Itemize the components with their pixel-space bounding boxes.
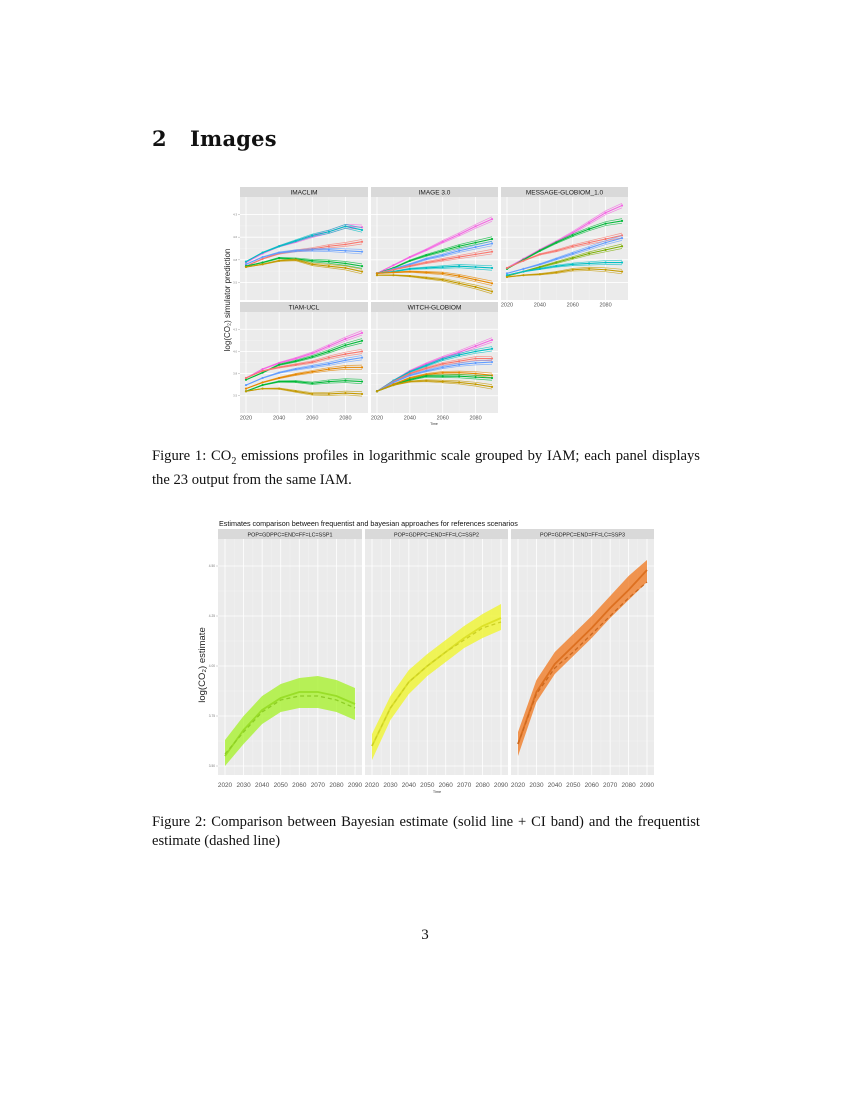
x-tick-label: 2020 bbox=[501, 303, 513, 309]
facet-label: WITCH-GLOBIOM bbox=[408, 304, 462, 311]
x-tick-label: 2080 bbox=[475, 782, 490, 789]
figure-1-caption: Figure 1: CO2 emissions profiles in loga… bbox=[152, 448, 700, 488]
ci-band bbox=[372, 604, 501, 760]
x-tick-label: 2090 bbox=[494, 782, 509, 789]
facet-panel-2: POP=GDPPC=END=FF=LC=SSP3 2020 2030 2040 2050… bbox=[511, 529, 655, 789]
y-tick-label: 4.50 bbox=[209, 564, 215, 568]
facet-label: POP=GDPPC=END=FF=LC=SSP3 bbox=[540, 532, 625, 538]
x-tick-label: 2020 bbox=[365, 782, 380, 789]
y-axis-title: log(CO₂) simulator prediction bbox=[223, 249, 232, 352]
ci-band bbox=[225, 676, 355, 766]
svg-text:3.5: 3.5 bbox=[233, 280, 237, 284]
bayesian-line bbox=[224, 691, 356, 757]
x-tick-label: 2060 bbox=[585, 782, 600, 789]
facet-strip bbox=[218, 529, 362, 539]
bayesian-line bbox=[371, 617, 502, 747]
x-tick-label: 2030 bbox=[236, 782, 251, 789]
facet-panel-3: TIAM-UCL 3.5 3.8 4.0 4.3 2020 2040 2060 2080 bbox=[233, 302, 368, 422]
svg-text:4.0: 4.0 bbox=[233, 349, 237, 353]
svg-text:3.8: 3.8 bbox=[233, 258, 237, 262]
frequentist-line bbox=[224, 695, 356, 755]
y-tick-label: 4.25 bbox=[209, 614, 215, 618]
facet-panel-0: POP=GDPPC=END=FF=LC=SSP1 2020 2030 2040 2050… bbox=[209, 529, 363, 789]
x-tick-label: 2040 bbox=[402, 782, 417, 789]
facet-panel-2: MESSAGE-GLOBIOM_1.0 2020 2040 2060 2080 bbox=[501, 187, 628, 309]
frequentist-line bbox=[517, 581, 648, 745]
section-heading: 2 Images bbox=[152, 126, 277, 151]
y-tick-label: 3.50 bbox=[209, 764, 215, 768]
x-tick-label: 2060 bbox=[292, 782, 307, 789]
x-tick-label: 2080 bbox=[339, 416, 351, 422]
x-tick-label: 2030 bbox=[383, 782, 398, 789]
x-tick-label: 2020 bbox=[511, 782, 526, 789]
x-tick-label: 2070 bbox=[603, 782, 618, 789]
facet-strip bbox=[371, 187, 498, 197]
x-tick-label: 2040 bbox=[534, 303, 546, 309]
y-tick-label: 3.75 bbox=[209, 714, 215, 718]
y-tick-label: 4.00 bbox=[209, 664, 215, 668]
x-tick-label: 2050 bbox=[566, 782, 581, 789]
x-tick-label: 2060 bbox=[306, 416, 318, 422]
x-tick-label: 2090 bbox=[348, 782, 363, 789]
facet-label: POP=GDPPC=END=FF=LC=SSP2 bbox=[394, 532, 479, 538]
x-tick-label: 2050 bbox=[420, 782, 435, 789]
x-axis-title: Time bbox=[433, 790, 441, 794]
x-tick-label: 2050 bbox=[274, 782, 289, 789]
figure-1-chart: IMACLIM 3.5 3.8 4.0 4.3 IMAGE 3.0 MESSAGE-GLOB… bbox=[223, 187, 628, 426]
x-tick-label: 2070 bbox=[457, 782, 472, 789]
figure-2-chart: Estimates comparison between frequentist… bbox=[197, 519, 655, 794]
facet-strip bbox=[365, 529, 508, 539]
y-axis-title: log(CO₂) estimate bbox=[197, 627, 208, 703]
x-axis-title: Time bbox=[430, 422, 438, 426]
facet-panel-4: WITCH-GLOBIOM 2020 2040 2060 2080 bbox=[371, 302, 498, 422]
facet-label: MESSAGE-GLOBIOM_1.0 bbox=[526, 189, 604, 196]
x-tick-label: 2060 bbox=[439, 782, 454, 789]
x-tick-label: 2020 bbox=[218, 782, 233, 789]
x-tick-label: 2040 bbox=[548, 782, 563, 789]
x-tick-label: 2020 bbox=[240, 416, 252, 422]
facet-label: IMACLIM bbox=[290, 189, 317, 196]
frequentist-line bbox=[371, 621, 502, 747]
facet-label: TIAM-UCL bbox=[289, 304, 320, 311]
facet-strip bbox=[240, 187, 368, 197]
section-title: Images bbox=[190, 126, 277, 151]
facet-label: POP=GDPPC=END=FF=LC=SSP1 bbox=[248, 532, 333, 538]
bayesian-line bbox=[517, 569, 648, 745]
facet-panel-1: IMAGE 3.0 bbox=[371, 187, 498, 300]
facet-panel-0: IMACLIM 3.5 3.8 4.0 4.3 bbox=[233, 187, 368, 300]
svg-text:3.8: 3.8 bbox=[233, 372, 237, 376]
page-number: 3 bbox=[421, 927, 429, 943]
facet-strip bbox=[371, 302, 498, 312]
section-number: 2 bbox=[152, 126, 167, 151]
x-tick-label: 2040 bbox=[273, 416, 285, 422]
x-tick-label: 2080 bbox=[469, 416, 481, 422]
x-tick-label: 2040 bbox=[404, 416, 416, 422]
x-tick-label: 2030 bbox=[529, 782, 544, 789]
x-tick-label: 2060 bbox=[437, 416, 449, 422]
facet-strip bbox=[511, 529, 654, 539]
facet-strip bbox=[501, 187, 628, 197]
facet-label: IMAGE 3.0 bbox=[419, 189, 451, 196]
svg-text:3.5: 3.5 bbox=[233, 394, 237, 398]
chart-title: Estimates comparison between frequentist… bbox=[219, 519, 518, 528]
facet-panel-1: POP=GDPPC=END=FF=LC=SSP2 2020 2030 2040 2050… bbox=[365, 529, 509, 789]
x-tick-label: 2020 bbox=[371, 416, 383, 422]
facet-strip bbox=[240, 302, 368, 312]
x-tick-label: 2090 bbox=[640, 782, 655, 789]
svg-text:4.0: 4.0 bbox=[233, 235, 237, 239]
x-tick-label: 2060 bbox=[567, 303, 579, 309]
x-tick-label: 2080 bbox=[329, 782, 344, 789]
ci-band bbox=[518, 560, 647, 756]
x-tick-label: 2040 bbox=[255, 782, 270, 789]
svg-text:4.3: 4.3 bbox=[233, 327, 237, 331]
x-tick-label: 2080 bbox=[621, 782, 636, 789]
svg-text:4.3: 4.3 bbox=[233, 213, 237, 217]
x-tick-label: 2070 bbox=[311, 782, 326, 789]
figure-2-caption: Figure 2: Comparison between Bayesian es… bbox=[152, 814, 700, 849]
x-tick-label: 2080 bbox=[599, 303, 611, 309]
